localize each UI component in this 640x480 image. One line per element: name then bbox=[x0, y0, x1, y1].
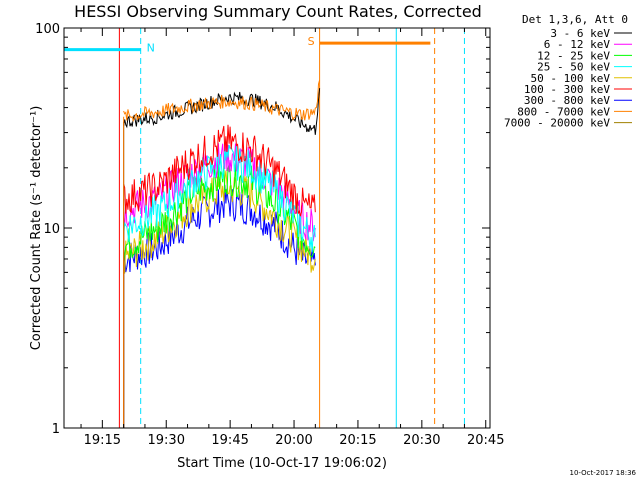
chart-title: HESSI Observing Summary Count Rates, Cor… bbox=[74, 2, 482, 21]
legend-entry-label: 12 - 25 keV bbox=[537, 49, 610, 62]
legend-entry-label: 50 - 100 keV bbox=[531, 72, 611, 85]
y-axis-label: Corrected Count Rate (s⁻¹ detector⁻¹) bbox=[29, 106, 44, 351]
x-tick-label: 19:15 bbox=[84, 433, 121, 448]
legend-entry-label: 7000 - 20000 keV bbox=[504, 117, 610, 130]
legend-entry-label: 25 - 50 keV bbox=[537, 61, 610, 74]
legend-entry-label: 300 - 800 keV bbox=[524, 94, 610, 107]
y-tick-label: 1 bbox=[52, 422, 60, 437]
x-tick-label: 20:30 bbox=[403, 433, 440, 448]
x-tick-label: 20:00 bbox=[275, 433, 312, 448]
legend-entry-label: 100 - 300 keV bbox=[524, 83, 610, 96]
legend-entry-label: 3 - 6 keV bbox=[550, 27, 610, 40]
x-tick-label: 19:45 bbox=[211, 433, 248, 448]
annotation-label: N bbox=[147, 42, 155, 55]
x-axis-label: Start Time (10-Oct-17 19:06:02) bbox=[177, 456, 387, 471]
x-tick-label: 20:45 bbox=[467, 433, 504, 448]
legend-entry-label: 800 - 7000 keV bbox=[517, 105, 610, 118]
annotation-label: S bbox=[308, 35, 315, 48]
x-tick-label: 20:15 bbox=[339, 433, 376, 448]
legend-entry-label: 6 - 12 keV bbox=[544, 38, 611, 51]
footer-date: 10-Oct-2017 18:36 bbox=[570, 469, 637, 477]
series-line bbox=[123, 124, 316, 217]
y-tick-label: 100 bbox=[35, 22, 60, 37]
plot-frame bbox=[63, 27, 491, 429]
x-tick-label: 19:30 bbox=[148, 433, 185, 448]
series-line bbox=[123, 79, 321, 123]
legend-header: Det 1,3,6, Att 0 bbox=[522, 13, 628, 26]
chart-axes: 1 10 100 19:15 19:30 19:45 20:00 20:15 20:30 20:4… bbox=[35, 22, 504, 448]
y-tick-label: 10 bbox=[43, 222, 60, 237]
